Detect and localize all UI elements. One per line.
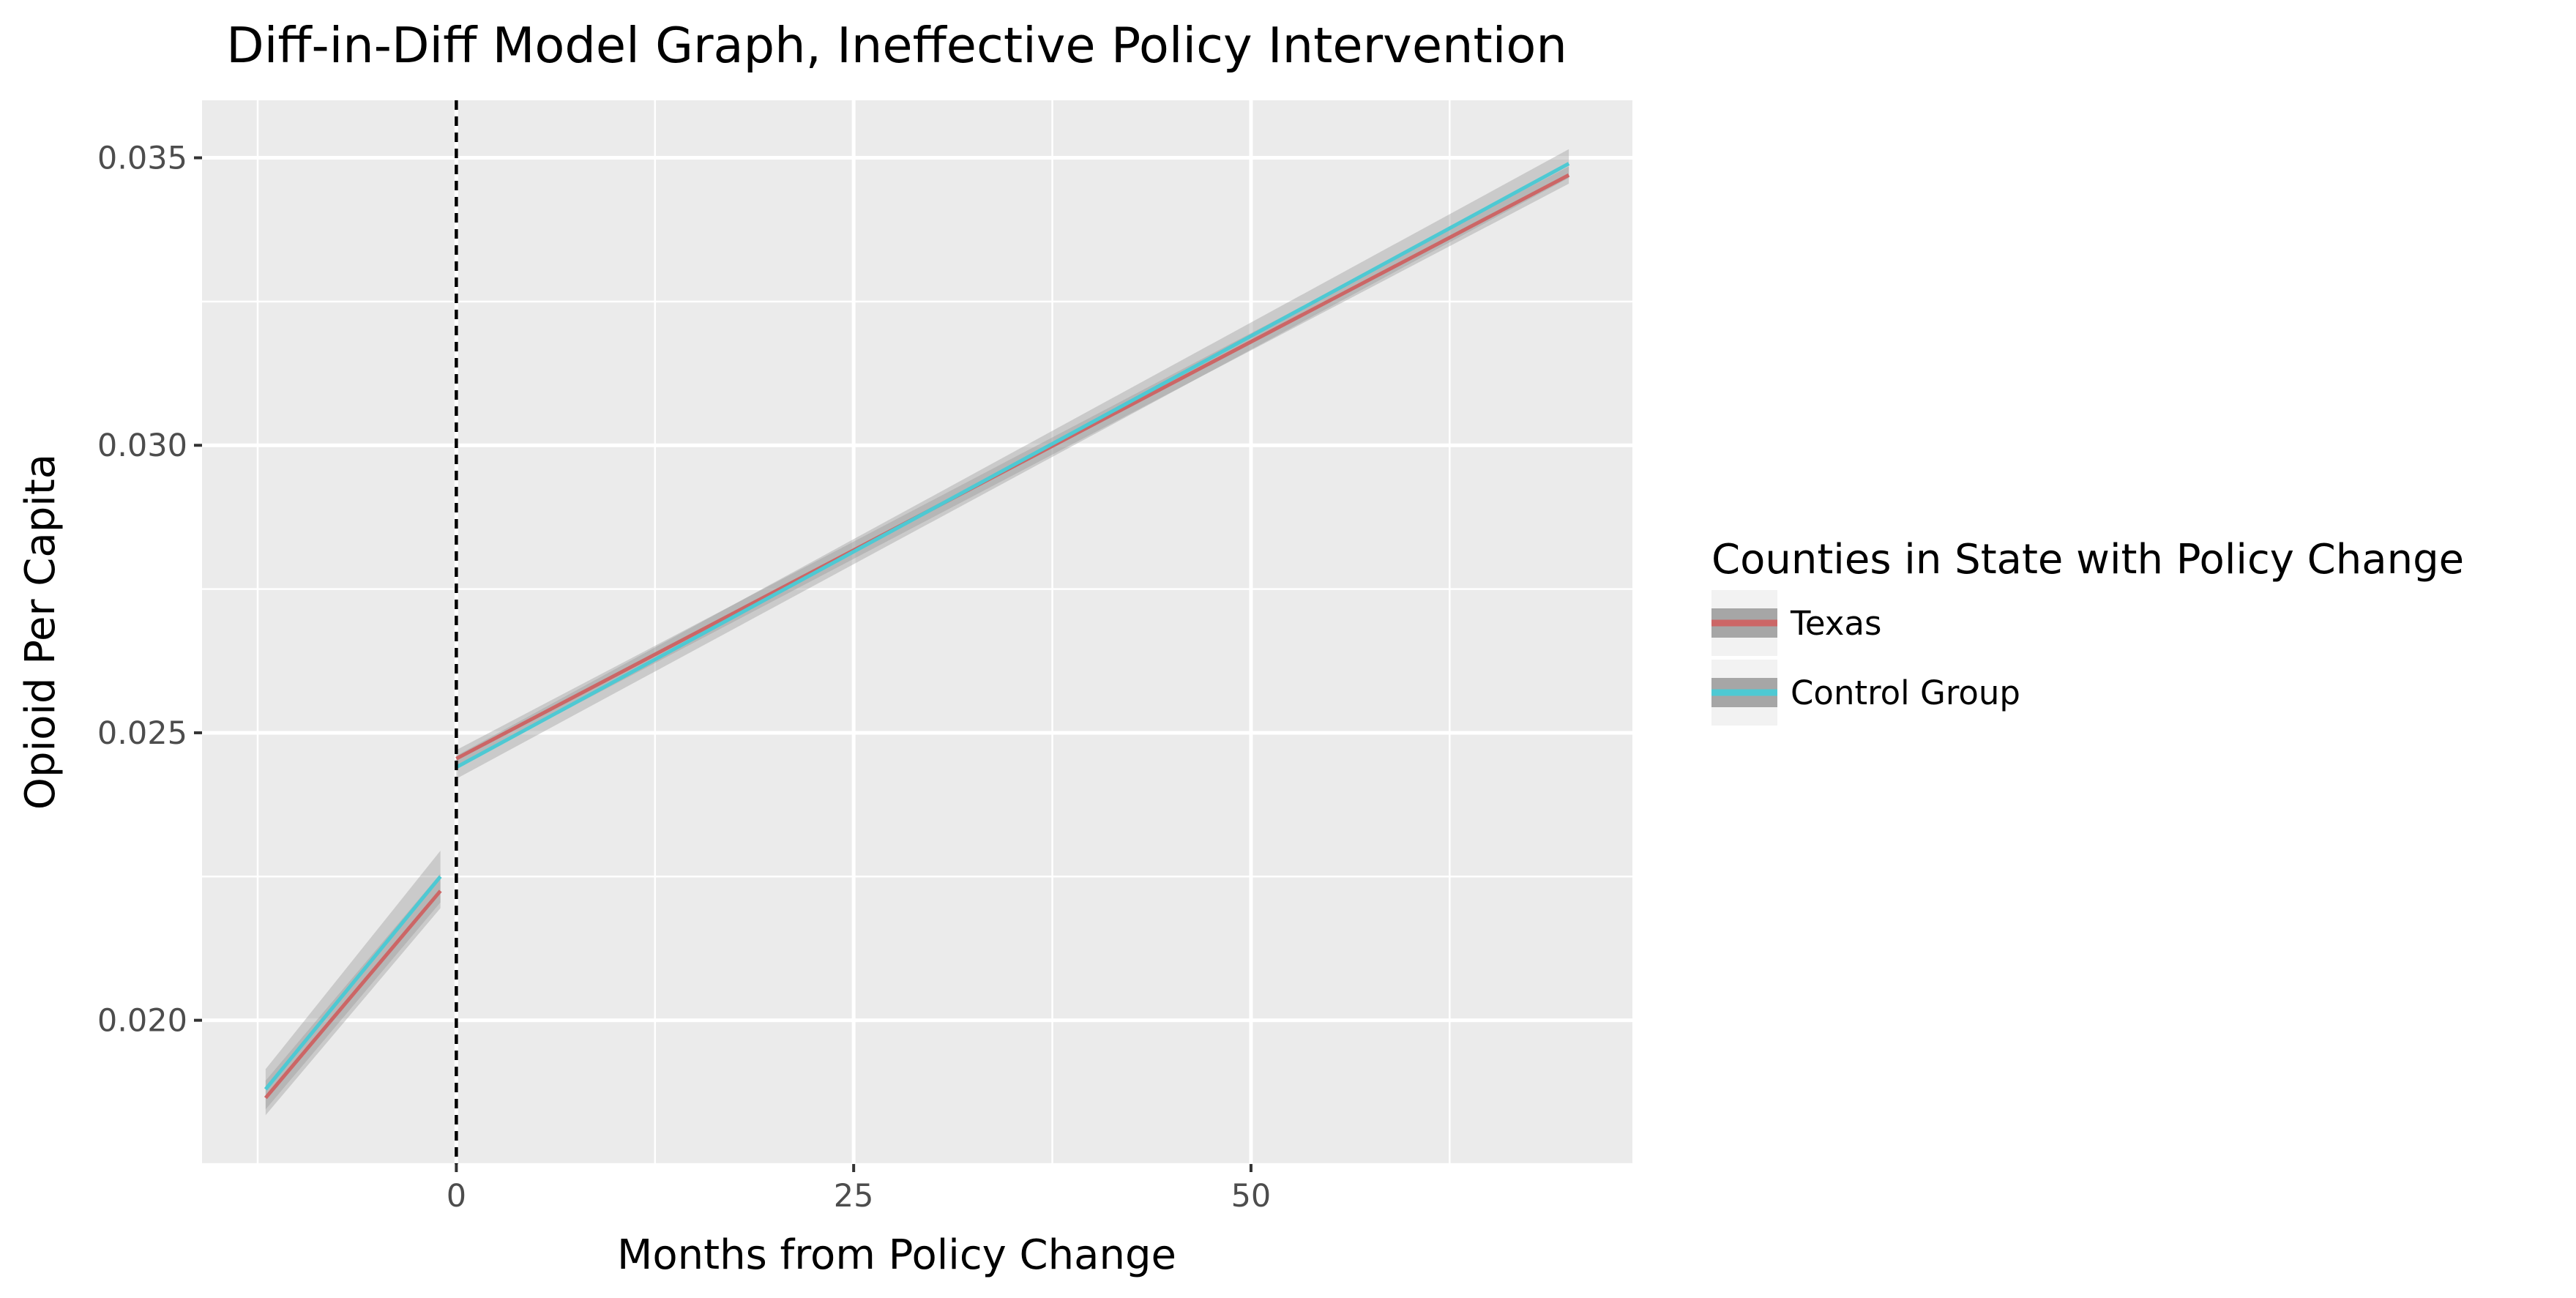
y-axis-label: Opioid Per Capita bbox=[17, 454, 64, 810]
legend-item-label: Control Group bbox=[1791, 674, 2020, 712]
x-tick-label: 0 bbox=[447, 1178, 466, 1215]
y-tick-label: 0.025 bbox=[97, 715, 187, 752]
x-tick-label: 50 bbox=[1231, 1178, 1272, 1215]
series-line bbox=[455, 162, 1570, 769]
x-axis-ticks: 0 25 50 bbox=[447, 1164, 1272, 1215]
legend: Counties in State with Policy Change Tex… bbox=[1711, 536, 2464, 726]
legend-item-label: Texas bbox=[1790, 604, 1881, 643]
x-tick-label: 25 bbox=[834, 1178, 874, 1215]
series-line bbox=[264, 875, 442, 1091]
legend-title: Counties in State with Policy Change bbox=[1711, 536, 2464, 583]
chart-title: Diff-in-Diff Model Graph, Ineffective Po… bbox=[226, 17, 1567, 74]
y-tick-label: 0.030 bbox=[97, 428, 187, 464]
grid-major bbox=[202, 100, 1632, 1164]
y-tick-label: 0.035 bbox=[97, 141, 187, 177]
panel-background bbox=[202, 100, 1632, 1164]
series-lines bbox=[264, 162, 1570, 1100]
y-axis-ticks: 0.020 0.025 0.030 0.035 bbox=[97, 141, 202, 1040]
y-tick-label: 0.020 bbox=[97, 1003, 187, 1040]
x-axis-label: Months from Policy Change bbox=[617, 1231, 1176, 1279]
series-line bbox=[264, 889, 442, 1100]
